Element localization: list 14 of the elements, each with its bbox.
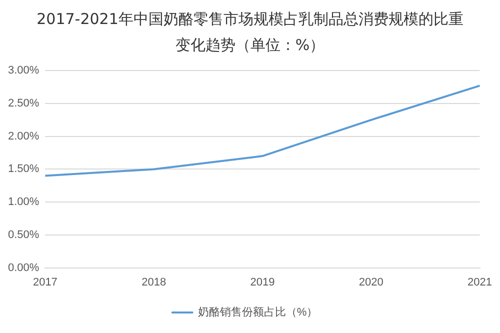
- y-tick-label: 2.00%: [8, 130, 40, 142]
- x-tick-label: 2018: [142, 276, 166, 288]
- y-tick-label: 1.00%: [8, 196, 40, 208]
- x-tick-label: 2019: [250, 276, 275, 288]
- x-tick-label: 2021: [468, 276, 492, 288]
- x-tick-label: 2020: [358, 276, 384, 288]
- legend-label: 奶酪销售份额占比（%）: [198, 306, 318, 319]
- chart-title: 2017-2021年中国奶酪零售市场规模占乳制品总消费规模的比重变化趋势（单位：%）: [36, 9, 464, 56]
- y-tick-label: 1.50%: [8, 163, 40, 176]
- y-tick-label: 2.50%: [8, 98, 40, 110]
- y-tick-label: 3.00%: [8, 64, 40, 77]
- y-tick-label: 0.00%: [8, 262, 40, 274]
- y-tick-label: 0.50%: [8, 228, 40, 241]
- x-tick-label: 2017: [32, 276, 58, 288]
